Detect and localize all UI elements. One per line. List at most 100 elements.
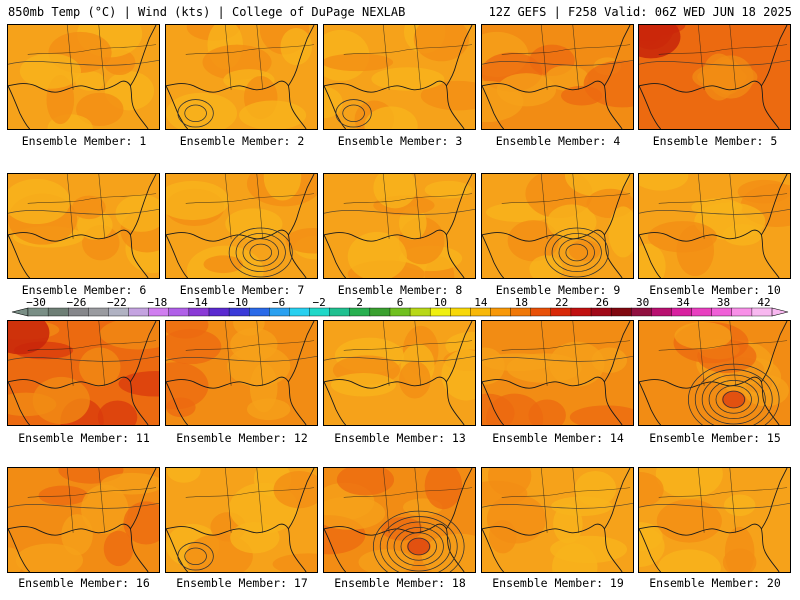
colorbar-swatch bbox=[510, 307, 532, 317]
colorbar-swatch bbox=[470, 307, 491, 317]
colorbar-swatch bbox=[148, 307, 170, 317]
colorbar-tick-label: −14 bbox=[188, 296, 208, 309]
temperature-colorbar: −30 −26 −22 −18 −14 −10 −6 −2 2 6 10 14 18 22 26 30 34 38… bbox=[0, 296, 800, 318]
colorbar-tick-label: −6 bbox=[272, 296, 285, 309]
member-label-11: Ensemble Member: 11 bbox=[18, 431, 150, 445]
member-label-15: Ensemble Member: 15 bbox=[649, 431, 781, 445]
colorbar-tick-label: 2 bbox=[356, 296, 363, 309]
member-label-4: Ensemble Member: 4 bbox=[495, 134, 621, 148]
member-label-13: Ensemble Member: 13 bbox=[334, 431, 466, 445]
colorbar-swatch bbox=[570, 307, 592, 317]
member-map-2 bbox=[165, 24, 318, 130]
colorbar-swatch bbox=[128, 307, 150, 317]
member-label-14: Ensemble Member: 14 bbox=[492, 431, 624, 445]
colorbar-swatch bbox=[651, 307, 672, 317]
colorbar-swatch bbox=[550, 307, 572, 317]
colorbar-swatch bbox=[88, 307, 109, 317]
colorbar-swatch bbox=[329, 307, 351, 317]
colorbar-tick-label: 10 bbox=[434, 296, 447, 309]
colorbar-tick-label: 42 bbox=[757, 296, 770, 309]
member-label-10: Ensemble Member: 10 bbox=[649, 283, 781, 297]
member-label-2: Ensemble Member: 2 bbox=[179, 134, 305, 148]
colorbar-tick-label: 18 bbox=[515, 296, 528, 309]
colorbar-swatch bbox=[27, 307, 49, 317]
colorbar-swatch bbox=[188, 307, 210, 317]
member-label-6: Ensemble Member: 6 bbox=[21, 283, 147, 297]
colorbar-tick-label: −22 bbox=[107, 296, 127, 309]
member-label-7: Ensemble Member: 7 bbox=[179, 283, 305, 297]
colorbar-tick-label: −10 bbox=[228, 296, 248, 309]
member-map-12 bbox=[165, 320, 318, 426]
colorbar-swatch bbox=[530, 307, 552, 317]
member-label-20: Ensemble Member: 20 bbox=[649, 576, 781, 590]
colorbar-swatch bbox=[450, 307, 471, 317]
colorbar-swatch bbox=[289, 307, 311, 317]
member-map-1 bbox=[7, 24, 160, 130]
member-label-8: Ensemble Member: 8 bbox=[337, 283, 463, 297]
member-map-13 bbox=[323, 320, 476, 426]
colorbar-tick-label: −26 bbox=[67, 296, 87, 309]
colorbar-tick-label: −30 bbox=[26, 296, 46, 309]
colorbar-swatch bbox=[248, 307, 270, 317]
colorbar-tick-label: 14 bbox=[474, 296, 488, 309]
member-map-16 bbox=[7, 467, 160, 573]
colorbar-tick-label: 38 bbox=[717, 296, 730, 309]
colorbar-swatch bbox=[108, 307, 130, 317]
colorbar-swatch bbox=[389, 307, 411, 317]
member-label-16: Ensemble Member: 16 bbox=[18, 576, 150, 590]
member-label-3: Ensemble Member: 3 bbox=[337, 134, 463, 148]
colorbar-swatch bbox=[490, 307, 512, 317]
colorbar-right-arrow bbox=[771, 307, 789, 317]
colorbar-swatch bbox=[68, 307, 89, 317]
member-map-8 bbox=[323, 173, 476, 279]
colorbar-tick-label: −18 bbox=[147, 296, 167, 309]
colorbar-swatch bbox=[590, 307, 612, 317]
colorbar-swatch bbox=[409, 307, 431, 317]
member-map-5 bbox=[638, 24, 791, 130]
colorbar-tick-label: 22 bbox=[555, 296, 568, 309]
colorbar-swatch bbox=[208, 307, 230, 317]
member-map-15 bbox=[638, 320, 791, 426]
member-label-12: Ensemble Member: 12 bbox=[176, 431, 308, 445]
colorbar-swatch bbox=[309, 307, 331, 317]
member-label-19: Ensemble Member: 19 bbox=[492, 576, 624, 590]
colorbar-swatch bbox=[369, 307, 391, 317]
colorbar-swatch bbox=[711, 307, 733, 317]
member-map-19 bbox=[481, 467, 634, 573]
colorbar-tick-label: 30 bbox=[636, 296, 649, 309]
member-label-1: Ensemble Member: 1 bbox=[21, 134, 147, 148]
member-map-10 bbox=[638, 173, 791, 279]
colorbar-tick-label: −2 bbox=[312, 296, 325, 309]
member-map-20 bbox=[638, 467, 791, 573]
colorbar-swatch bbox=[269, 307, 290, 317]
colorbar-swatch bbox=[47, 307, 69, 317]
member-map-14 bbox=[481, 320, 634, 426]
member-map-4 bbox=[481, 24, 634, 130]
member-label-5: Ensemble Member: 5 bbox=[652, 134, 778, 148]
member-label-18: Ensemble Member: 18 bbox=[334, 576, 466, 590]
run-valid-time: 12Z GEFS | F258 Valid: 06Z WED JUN 18 20… bbox=[488, 5, 792, 19]
colorbar-tick-label: 26 bbox=[596, 296, 609, 309]
colorbar-swatch bbox=[631, 307, 652, 317]
colorbar-swatch bbox=[429, 307, 451, 317]
member-map-18 bbox=[323, 467, 476, 573]
member-label-9: Ensemble Member: 9 bbox=[495, 283, 621, 297]
colorbar-left-arrow bbox=[11, 307, 29, 317]
colorbar-swatch bbox=[731, 307, 753, 317]
member-map-17 bbox=[165, 467, 318, 573]
colorbar-swatch bbox=[349, 307, 371, 317]
colorbar-tick-label: 34 bbox=[676, 296, 690, 309]
colorbar-swatch bbox=[610, 307, 632, 317]
member-map-3 bbox=[323, 24, 476, 130]
map-title: 850mb Temp (°C) | Wind (kts) | College o… bbox=[8, 5, 406, 19]
colorbar-swatch bbox=[228, 307, 250, 317]
member-label-17: Ensemble Member: 17 bbox=[176, 576, 308, 590]
colorbar-swatch bbox=[671, 307, 693, 317]
member-map-7 bbox=[165, 173, 318, 279]
colorbar-tick-label: 6 bbox=[397, 296, 404, 309]
member-map-9 bbox=[481, 173, 634, 279]
colorbar-swatch bbox=[751, 307, 773, 317]
colorbar-swatch bbox=[691, 307, 713, 317]
member-map-6 bbox=[7, 173, 160, 279]
member-map-11 bbox=[7, 320, 160, 426]
